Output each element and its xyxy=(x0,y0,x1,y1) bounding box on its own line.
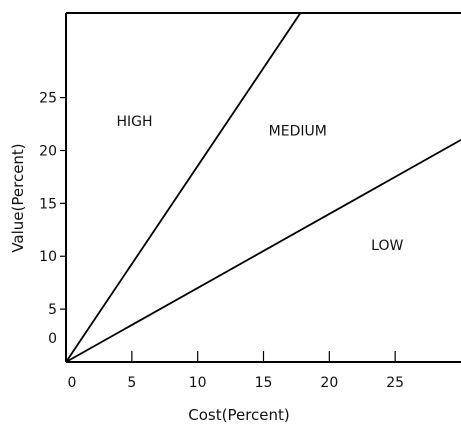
series-line-2 xyxy=(65,139,461,363)
series-group xyxy=(65,12,461,363)
y-tick-label: 10 xyxy=(39,249,57,265)
region-label-low: LOW xyxy=(371,238,403,254)
y-tick-label: 0 xyxy=(48,331,57,347)
x-tick-label: 0 xyxy=(68,375,77,391)
x-tick-label: 10 xyxy=(189,375,207,391)
x-tick-label: 5 xyxy=(127,375,136,391)
x-tick-label: 25 xyxy=(386,375,404,391)
x-axis: 0 5 10 15 20 25 xyxy=(68,351,404,391)
region-label-high: HIGH xyxy=(116,114,152,130)
x-tick-label: 20 xyxy=(320,375,338,391)
y-axis: 0 5 10 15 20 25 xyxy=(39,91,66,347)
region-label-medium: MEDIUM xyxy=(269,124,327,140)
y-tick-label: 25 xyxy=(39,91,57,107)
x-tick-label: 15 xyxy=(255,375,273,391)
plot-frame xyxy=(65,12,461,363)
series-line-1 xyxy=(65,12,302,363)
x-axis-title: Cost(Percent) xyxy=(188,406,290,424)
y-tick-label: 5 xyxy=(48,302,57,318)
region-labels: HIGH MEDIUM LOW xyxy=(116,114,403,254)
y-tick-label: 20 xyxy=(39,143,57,159)
y-axis-title: Value(Percent) xyxy=(9,143,27,252)
y-tick-label: 15 xyxy=(39,196,57,212)
